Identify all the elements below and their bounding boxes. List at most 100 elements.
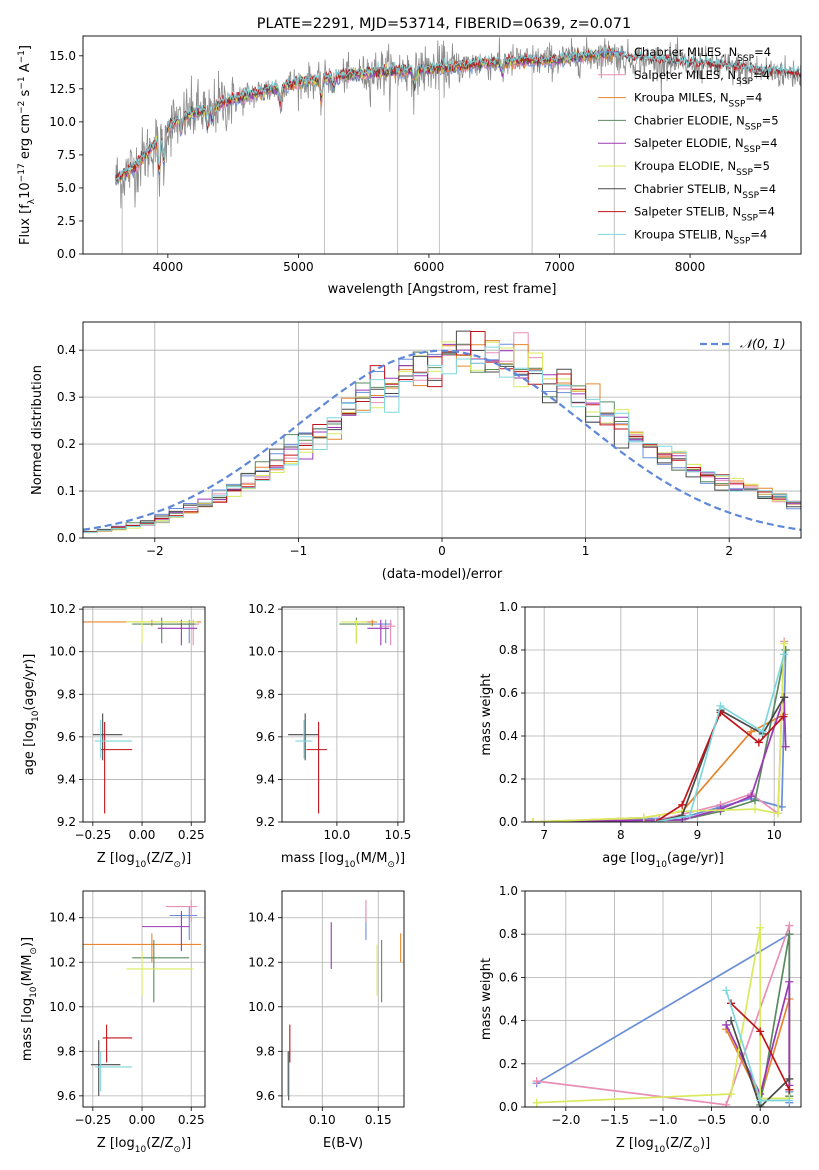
data-point	[528, 818, 537, 822]
x-axis-label: Z [log10(Z/Z⊙)]	[97, 851, 191, 870]
x-axis-label: wavelength [Angstrom, rest frame]	[328, 282, 557, 297]
data-point	[754, 738, 763, 747]
errorbar-kroupa-elodie	[126, 951, 194, 996]
errorbar-chabrier-elodie	[132, 939, 190, 1003]
data-point	[785, 1096, 794, 1105]
y-axis-label: mass weight	[479, 958, 494, 1040]
x-tick-label: −0.25	[74, 1113, 111, 1127]
y-tick-label: 0.0	[57, 247, 76, 261]
x-tick-label: 10.0	[324, 828, 351, 842]
errorbar-salpeter-stelib	[100, 721, 133, 814]
legend-label: Salpeter MILES, NSSP=4	[634, 68, 770, 87]
y-tick-label: 0.6	[499, 970, 518, 984]
data-point	[774, 809, 782, 818]
x-tick-label: 10.5	[385, 828, 412, 842]
axes-frame	[82, 321, 802, 539]
data-point	[785, 1085, 794, 1094]
y-tick-label: 9.4	[57, 772, 76, 786]
data-point	[780, 639, 789, 648]
data-point	[722, 1020, 731, 1029]
x-tick-label: −0.25	[74, 828, 111, 842]
axes-frame	[281, 606, 405, 823]
y-tick-label: 0.2	[57, 437, 76, 451]
y-tick-label: 0.4	[57, 343, 76, 357]
y-tick-label: 9.6	[256, 1089, 275, 1103]
y-tick-label: 9.6	[256, 730, 275, 744]
y-tick-label: 0.2	[499, 772, 518, 786]
errorbars	[83, 899, 202, 1096]
y-tick-label: 12.5	[49, 82, 76, 96]
errorbar-salpeter-elodie	[142, 911, 190, 952]
y-tick-label: 0.1	[57, 484, 76, 498]
histogram-kroupa-stelib	[83, 346, 801, 535]
data-point	[532, 1098, 541, 1107]
y-tick-label: 9.8	[57, 687, 76, 701]
errorbar-salpeter-stelib	[102, 1024, 133, 1063]
y-axis-label: Flux [fλ10−17 erg cm−2 s−1 A−1]	[17, 45, 37, 245]
x-tick-label: 2	[725, 544, 733, 558]
weight-vs-age-panel: 7 8 9 10 0.0 0.2 0.4 0.6 0.8 1.0 mass weight age [l…	[479, 600, 802, 870]
x-tick-label: 0.0	[751, 1113, 770, 1127]
y-tick-label: 5.0	[57, 181, 76, 195]
weight-lines	[532, 921, 794, 1107]
model-spectrum-kroupa-stelib	[115, 46, 801, 181]
y-tick-label: 10.2	[248, 602, 275, 616]
mass-vs-Z-panel: −0.25 0.00 0.25 9.6 9.8 10.0 10.2 10.4 Z [log10(…	[20, 890, 206, 1155]
data-point	[785, 1074, 794, 1083]
errorbar-chabrier-stelib	[90, 1040, 121, 1096]
axes-frame	[82, 35, 802, 255]
data-point	[756, 1096, 765, 1105]
y-tick-label: 9.2	[256, 815, 275, 829]
errorbar-chabrier-stelib	[92, 713, 123, 761]
mass-vs-ebv-panel: 0.10 0.15 9.6 9.8 10.0 10.2 10.4 E(B-V)	[248, 890, 405, 1151]
y-tick-label: 9.4	[256, 772, 275, 786]
normal-distribution-curve	[83, 349, 801, 531]
y-axis-label: Normed distribution	[30, 365, 45, 495]
x-tick-label: 0.10	[309, 1113, 336, 1127]
data-point	[727, 1090, 736, 1099]
spectrum-lines	[115, 37, 801, 254]
data-point	[532, 1077, 541, 1086]
y-tick-label: 0.0	[499, 1100, 518, 1114]
legend-label: Kroupa MILES, NSSP=4	[634, 91, 762, 110]
histograms	[83, 330, 801, 535]
errorbar-kroupa-stelib	[295, 719, 313, 759]
errorbar-salpeter-miles	[165, 899, 198, 923]
y-tick-label: 0.3	[57, 390, 76, 404]
data-point	[781, 646, 790, 654]
series-line	[655, 654, 785, 822]
y-tick-label: 15.0	[49, 49, 76, 63]
series-line	[730, 1020, 790, 1107]
data-point	[722, 1100, 731, 1107]
x-tick-label: 0.00	[129, 1113, 156, 1127]
data-point	[727, 1016, 736, 1025]
x-tick-label: −0.5	[697, 1113, 726, 1127]
x-tick-label: 0.00	[129, 828, 156, 842]
x-tick-label: 8	[617, 828, 625, 842]
errorbars	[287, 899, 402, 1101]
data-point	[747, 792, 756, 801]
errorbar-kroupa-miles	[361, 619, 378, 627]
x-tick-label: 0.25	[178, 828, 205, 842]
x-tick-label: −1.0	[648, 1113, 677, 1127]
data-point	[722, 986, 731, 995]
data-point	[780, 650, 789, 659]
errorbar-chabrier-miles	[373, 619, 392, 644]
y-tick-label: 0.8	[499, 927, 518, 941]
y-tick-label: 1.0	[499, 600, 518, 614]
y-tick-label: 9.6	[57, 730, 76, 744]
errorbar-salpeter-miles	[379, 619, 396, 646]
x-tick-label: 10	[767, 828, 782, 842]
weight-lines	[528, 637, 790, 822]
y-tick-label: 9.8	[256, 1044, 275, 1058]
legend-label: Chabrier MILES, NSSP=4	[634, 45, 771, 64]
data-point	[785, 977, 794, 986]
y-tick-label: 10.2	[49, 602, 76, 616]
errorbar-kroupa-stelib	[94, 719, 133, 759]
errorbar-chabrier-miles	[169, 906, 198, 940]
series-salpeter-elodie	[528, 693, 790, 822]
y-tick-label: 2.5	[57, 214, 76, 228]
y-tick-label: 0.4	[499, 729, 518, 743]
series-salpeter-stelib	[651, 708, 788, 822]
errorbar-salpeter-elodie	[367, 619, 390, 646]
